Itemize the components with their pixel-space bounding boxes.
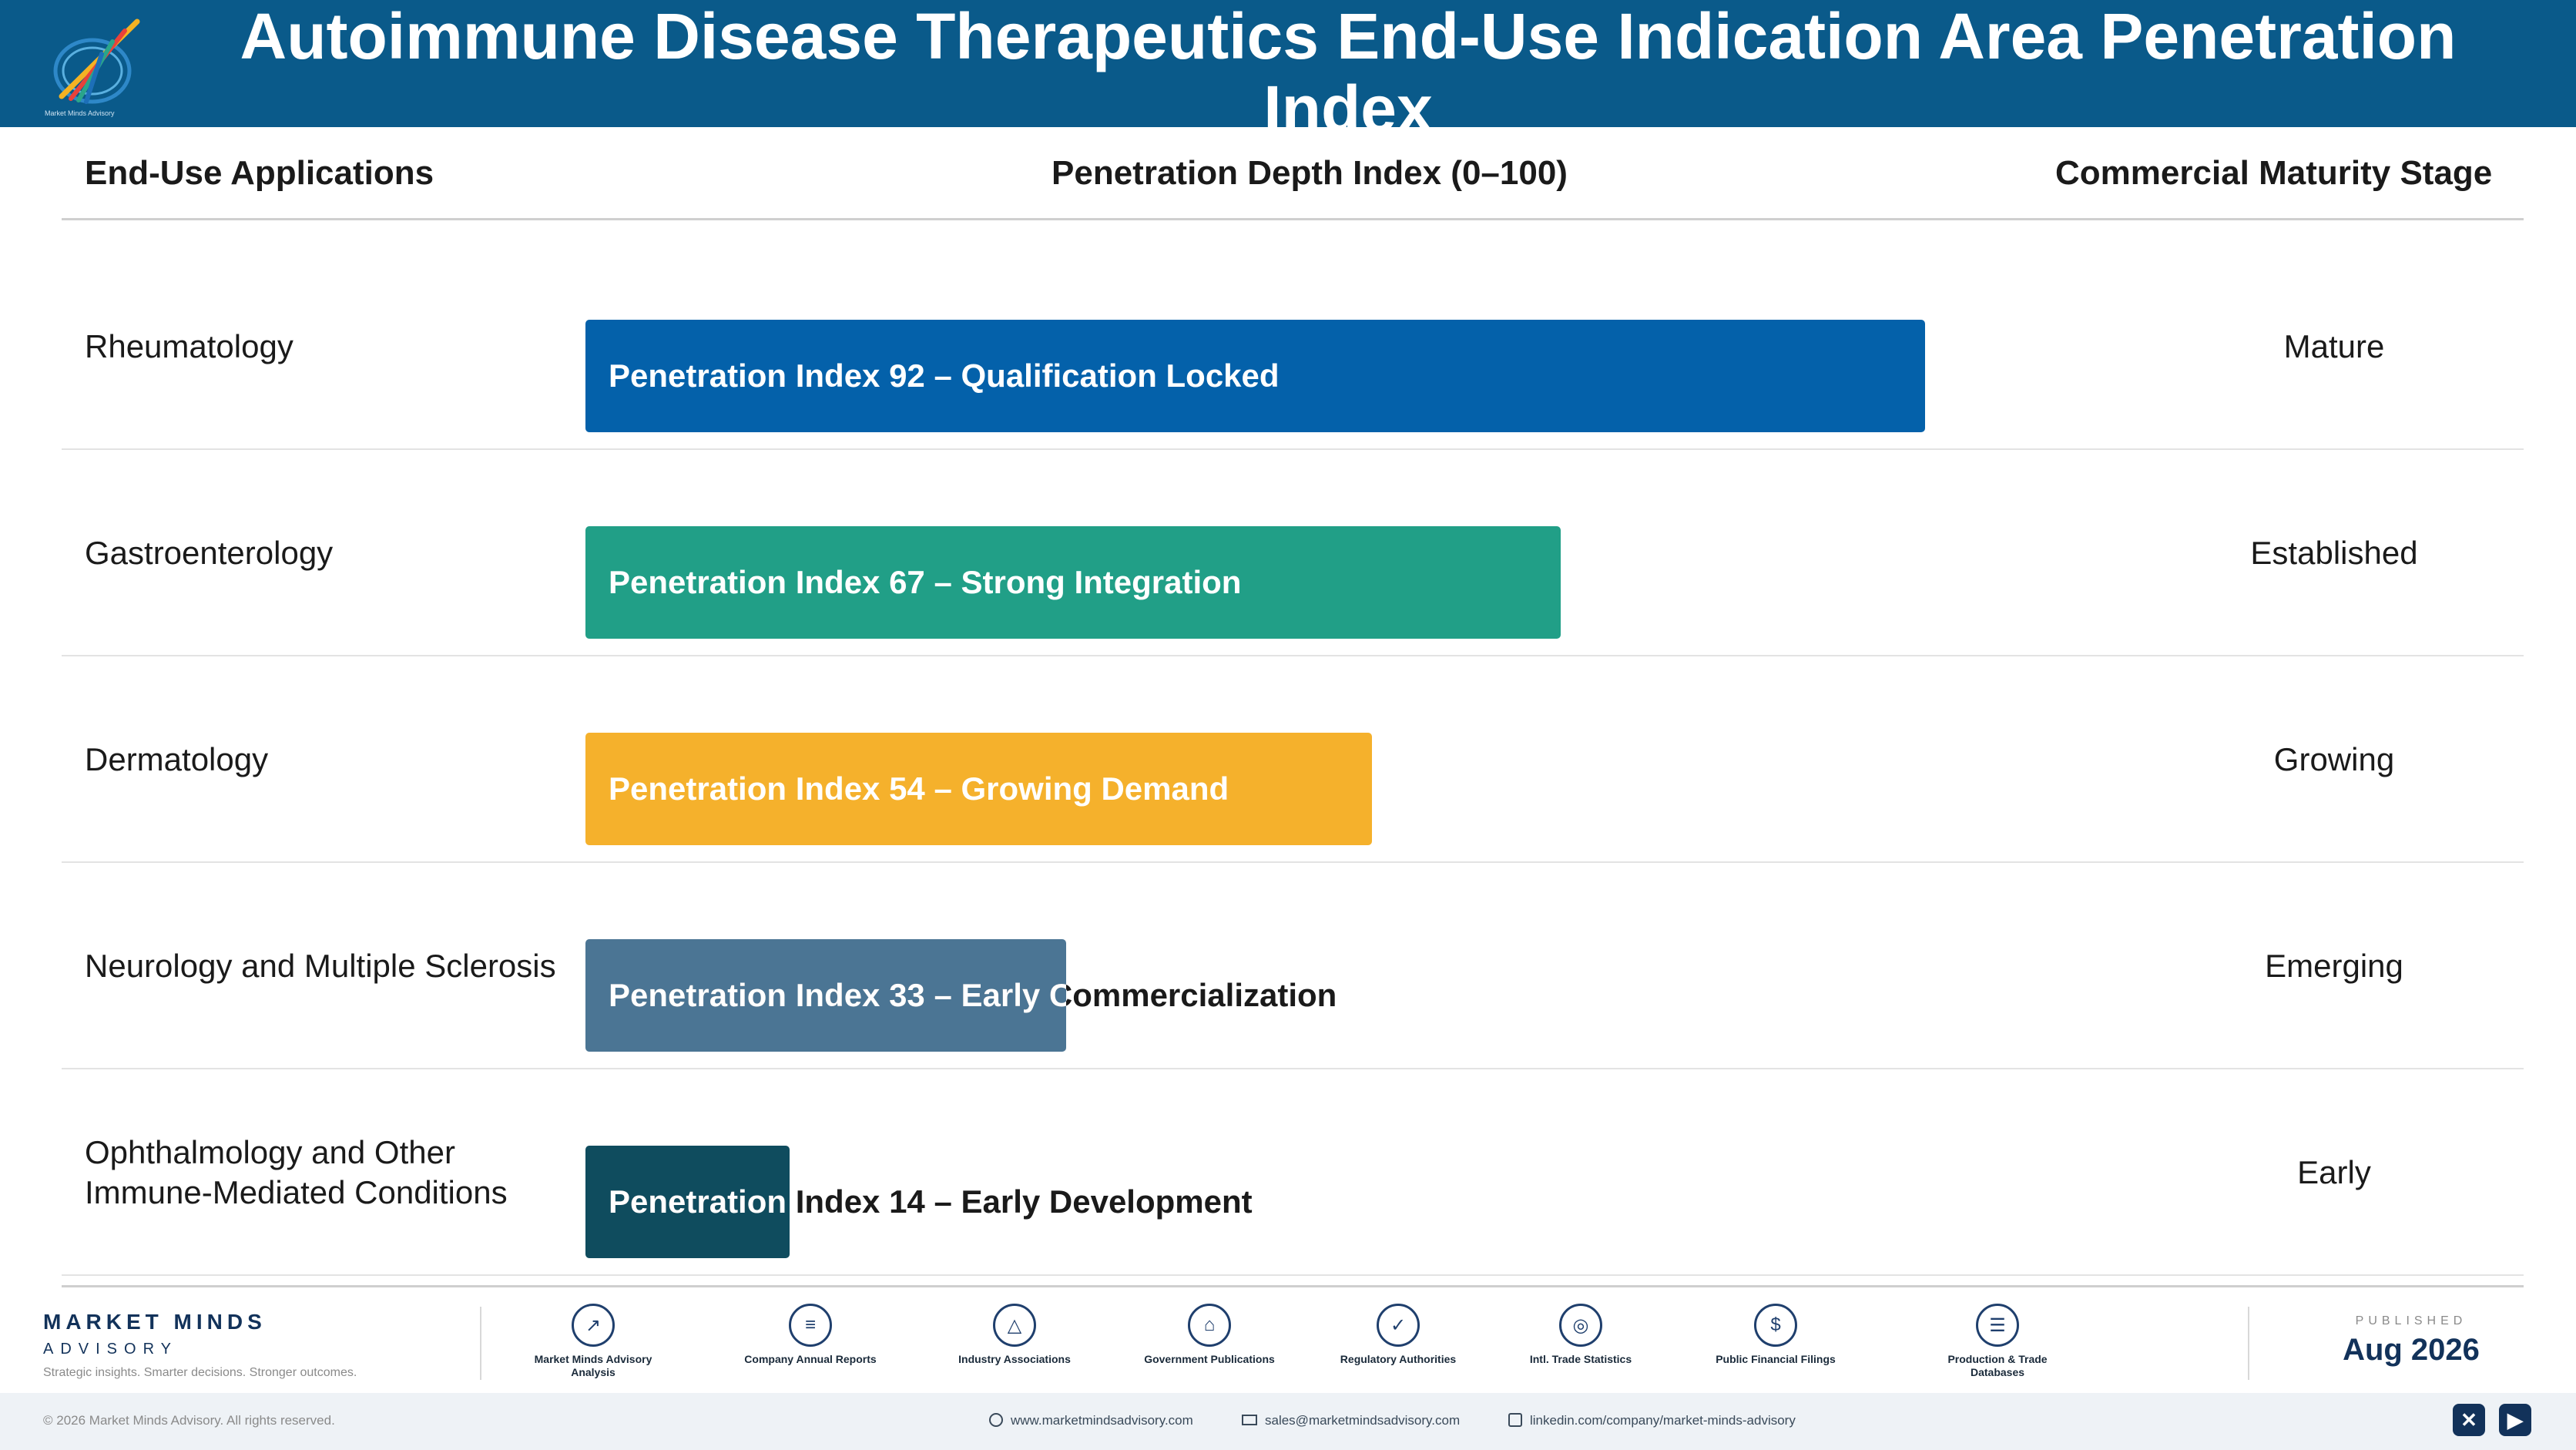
- network-icon: △: [993, 1304, 1036, 1347]
- table-row: Rheumatology Penetration Index 92 – Quali…: [62, 243, 2524, 450]
- email-link[interactable]: sales@marketmindsadvisory.com: [1242, 1413, 1460, 1428]
- x-icon[interactable]: ✕: [2453, 1404, 2485, 1436]
- source-label: Regulatory Authorities: [1340, 1353, 1457, 1365]
- footer-divider: [2248, 1307, 2249, 1380]
- mail-icon: [1242, 1415, 1257, 1425]
- penetration-bar: [585, 526, 1561, 639]
- header-divider: [62, 218, 2524, 220]
- website-text: www.marketmindsadvisory.com: [1011, 1413, 1193, 1428]
- application-label: Gastroenterology: [85, 535, 334, 571]
- globe-icon: [989, 1413, 1003, 1427]
- row-divider: [62, 1068, 2524, 1069]
- published-block: PUBLISHED Aug 2026: [2303, 1314, 2519, 1368]
- source-list: ↗ Market Minds Advisory Analysis ≡ Company …: [535, 1304, 2157, 1388]
- application-label: Rheumatology: [85, 328, 293, 364]
- logo: [53, 18, 140, 104]
- website-link[interactable]: www.marketmindsadvisory.com: [989, 1413, 1193, 1428]
- published-date: Aug 2026: [2343, 1333, 2480, 1367]
- bar-label: Penetration Index 14 – Early Development…: [609, 1183, 1253, 1220]
- database-icon: ☰: [1976, 1304, 2019, 1347]
- header-banner: Market Minds Advisory Autoimmune Disease…: [0, 0, 2576, 145]
- source-item: ≡ Company Annual Reports: [733, 1304, 887, 1366]
- table-row: Dermatology Penetration Index 54 – Growin…: [62, 656, 2524, 863]
- row-divider: [62, 1274, 2524, 1276]
- row-divider: [62, 448, 2524, 450]
- source-item: ⌂ Government Publications: [1132, 1304, 1286, 1366]
- table-row: Neurology and Multiple Sclerosis Penetrat…: [62, 863, 2524, 1069]
- table-row: Gastroenterology Penetration Index 67 – S…: [62, 450, 2524, 656]
- source-item: ✓ Regulatory Authorities: [1321, 1304, 1475, 1366]
- linkedin-text: linkedin.com/company/market-minds-adviso…: [1530, 1413, 1796, 1428]
- bar-label: Penetration Index 92 – Qualification Loc…: [609, 357, 1280, 394]
- column-header-applications: End-Use Applications: [85, 154, 434, 192]
- copyright: © 2026 Market Minds Advisory. All rights…: [43, 1413, 335, 1428]
- penetration-bar: [585, 1146, 790, 1258]
- source-label: Market Minds Advisory Analysis: [534, 1353, 652, 1378]
- penetration-bar: [585, 320, 1925, 432]
- bar-label: Penetration Index 33 – Early Commerciali…: [609, 977, 1337, 1013]
- column-header-stage: Commercial Maturity Stage: [2055, 154, 2493, 192]
- chart-trend-icon: ↗: [572, 1304, 615, 1347]
- source-item: ↗ Market Minds Advisory Analysis: [516, 1304, 670, 1379]
- source-item: ◎ Intl. Trade Statistics: [1504, 1304, 1658, 1366]
- logo-caption: Market Minds Advisory: [45, 109, 115, 117]
- row-divider: [62, 861, 2524, 863]
- penetration-bar: [585, 733, 1372, 845]
- application-label: Dermatology: [85, 741, 269, 777]
- globe-icon: ◎: [1559, 1304, 1602, 1347]
- source-item: △ Industry Associations: [937, 1304, 1092, 1366]
- penetration-bar: [585, 939, 1066, 1052]
- source-label: Industry Associations: [958, 1353, 1071, 1365]
- footer-bar: © 2026 Market Minds Advisory. All rights…: [0, 1393, 2576, 1450]
- bar-label: Penetration Index 67 – Strong Integratio…: [609, 564, 1242, 600]
- source-item: $ Public Financial Filings: [1699, 1304, 1853, 1366]
- youtube-icon[interactable]: ▶: [2499, 1404, 2531, 1436]
- published-label: PUBLISHED: [2355, 1314, 2467, 1327]
- maturity-stage: Emerging: [2265, 948, 2403, 984]
- table-row: Ophthalmology and Other Immune-Mediated …: [62, 1069, 2524, 1276]
- footer-brand: MARKET MINDS ADVISORY Strategic insights…: [43, 1310, 357, 1380]
- application-label: Neurology and Multiple Sclerosis: [85, 948, 556, 984]
- brand-name: MARKET MINDS: [43, 1310, 267, 1334]
- source-item: ☰ Production & Trade Databases: [1920, 1304, 2075, 1379]
- linkedin-icon: [1508, 1413, 1522, 1427]
- maturity-stage: Established: [2250, 535, 2418, 571]
- source-label: Government Publications: [1144, 1353, 1275, 1365]
- bar-label: Penetration Index 54 – Growing Demand: [609, 770, 1229, 807]
- maturity-stage: Early: [2297, 1154, 2371, 1190]
- source-label: Public Financial Filings: [1716, 1353, 1836, 1365]
- dollar-coin-icon: $: [1754, 1304, 1797, 1347]
- maturity-stage: Growing: [2273, 741, 2395, 777]
- footer-divider: [480, 1307, 481, 1380]
- row-divider: [62, 655, 2524, 656]
- maturity-stage: Mature: [2283, 328, 2385, 364]
- document-icon: ≡: [789, 1304, 832, 1347]
- application-label: Ophthalmology and Other Immune-Mediated …: [85, 1134, 508, 1210]
- linkedin-link[interactable]: linkedin.com/company/market-minds-adviso…: [1508, 1413, 1796, 1428]
- table-bottom-divider: [62, 1285, 2524, 1287]
- government-building-icon: ⌂: [1188, 1304, 1231, 1347]
- source-label: Production & Trade Databases: [1947, 1353, 2048, 1378]
- shield-check-icon: ✓: [1377, 1304, 1420, 1347]
- page-title: Autoimmune Disease Therapeutics End-Use …: [240, 0, 2457, 145]
- source-label: Intl. Trade Statistics: [1529, 1353, 1632, 1365]
- email-text: sales@marketmindsadvisory.com: [1265, 1413, 1461, 1428]
- column-header-depth: Penetration Depth Index (0–100): [1052, 154, 1568, 192]
- brand-tagline: Strategic insights. Smarter decisions. S…: [43, 1366, 357, 1379]
- brand-subname: ADVISORY: [43, 1341, 178, 1358]
- source-label: Company Annual Reports: [744, 1353, 877, 1365]
